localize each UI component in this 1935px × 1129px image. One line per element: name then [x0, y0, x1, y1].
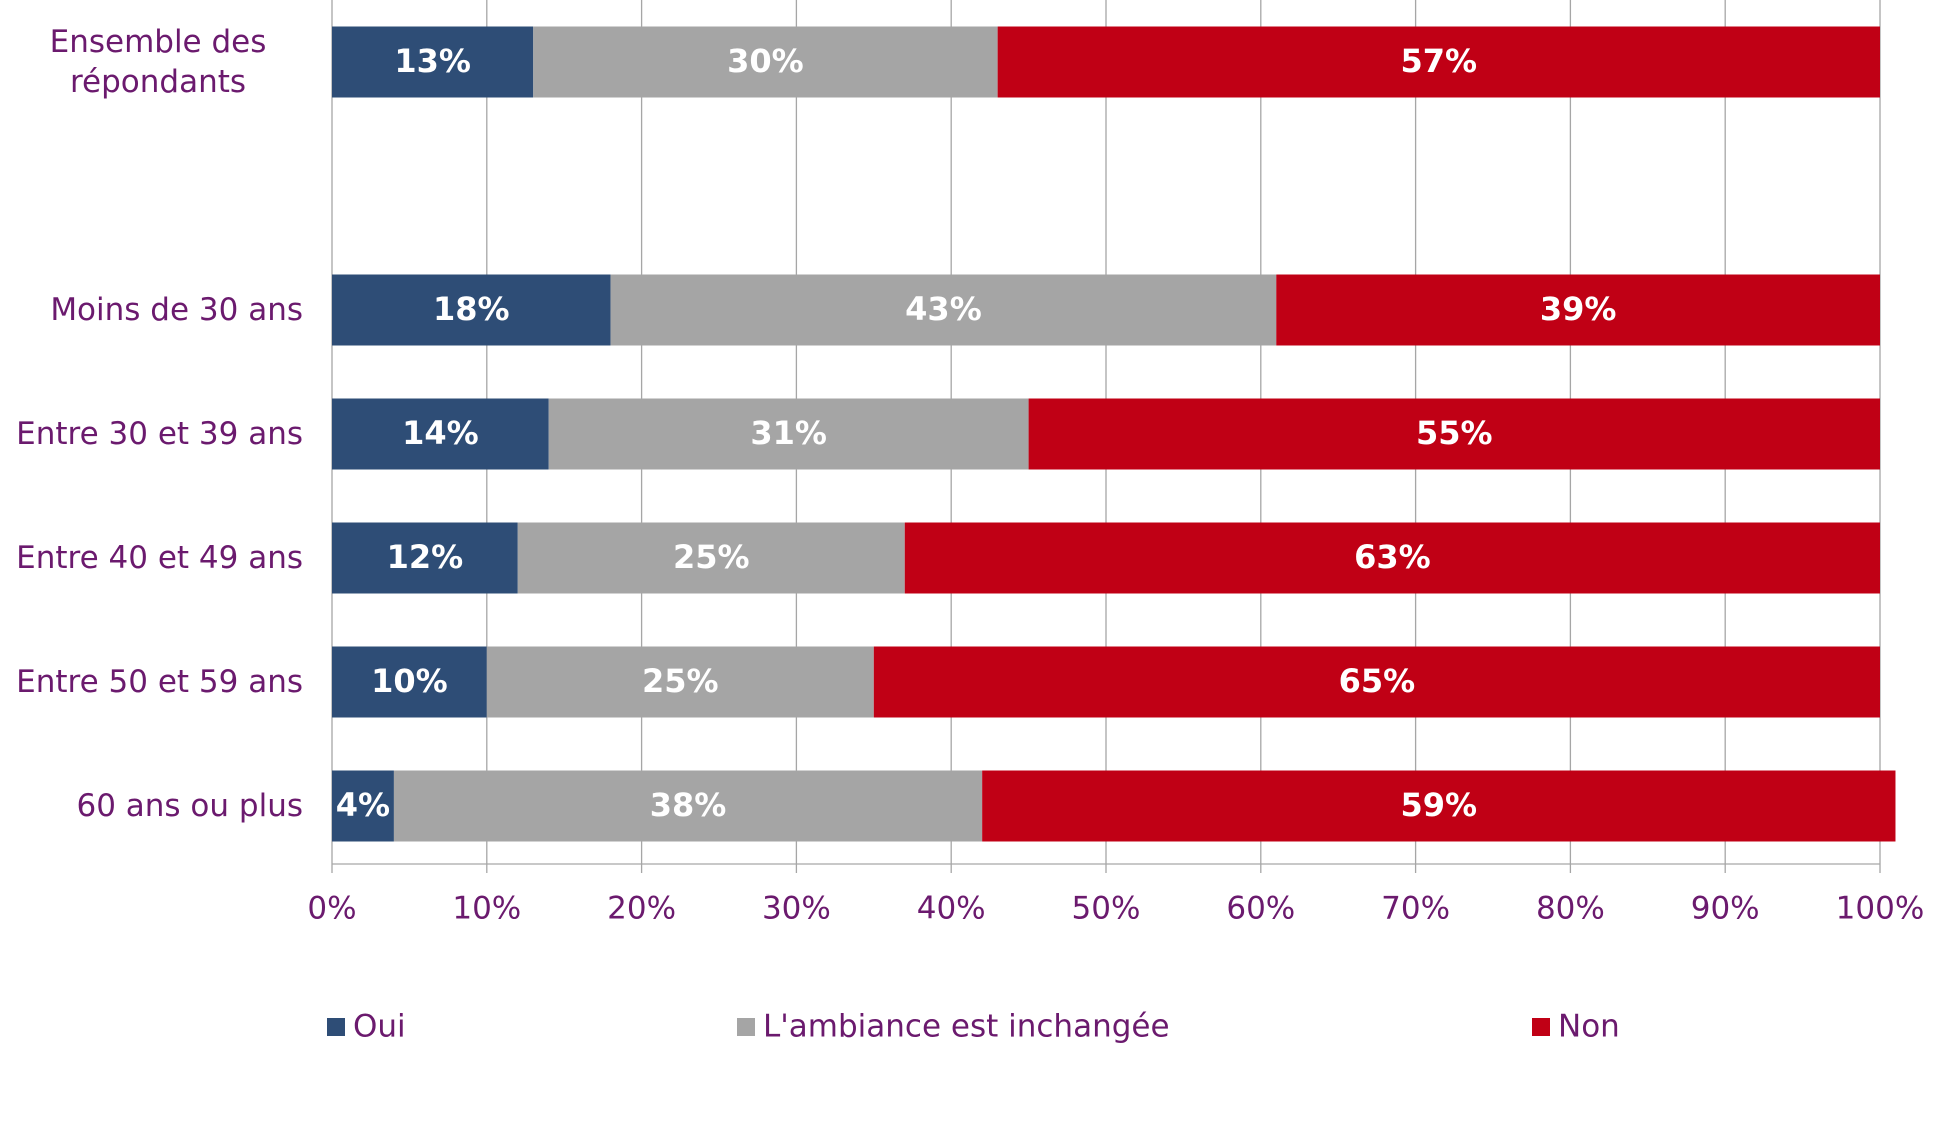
x-tick-label: 10%	[452, 891, 521, 927]
legend-label: L'ambiance est inchangée	[763, 1009, 1170, 1045]
bar-segment	[332, 770, 394, 842]
bar-segment	[904, 522, 1880, 594]
x-tick-label: 40%	[917, 891, 986, 927]
value-label: 55%	[1416, 414, 1493, 452]
x-tick-label: 100%	[1836, 891, 1925, 927]
value-label: 25%	[673, 538, 750, 576]
bar-segment	[332, 522, 518, 594]
bar-segment	[517, 522, 905, 594]
value-label: 59%	[1401, 786, 1478, 824]
y-tick-text: Ensemble des répondants	[49, 24, 267, 100]
legend-label: Oui	[353, 1009, 406, 1045]
bar-segment	[332, 398, 549, 470]
value-label: 12%	[387, 538, 464, 576]
x-tick-label: 0%	[307, 891, 356, 927]
value-label: 38%	[650, 786, 727, 824]
value-label: 57%	[1401, 42, 1478, 80]
y-tick-text: Entre 50 et 59 ans	[16, 664, 303, 700]
bar-segment	[332, 26, 534, 98]
value-label: 13%	[394, 42, 471, 80]
y-tick-text: 60 ans ou plus	[76, 788, 303, 824]
bar-segment	[997, 26, 1880, 98]
x-tick-label: 90%	[1691, 891, 1760, 927]
y-tick-text: Moins de 30 ans	[50, 292, 303, 328]
x-tick-label: 50%	[1072, 891, 1141, 927]
value-label: 63%	[1354, 538, 1431, 576]
x-tick-label: 30%	[762, 891, 831, 927]
y-tick-label: Ensemble des répondants	[13, 22, 303, 102]
y-tick-label: Entre 30 et 39 ans	[16, 414, 303, 454]
y-tick-label: Entre 40 et 49 ans	[16, 538, 303, 578]
bar-segment	[1028, 398, 1880, 470]
y-tick-label: Moins de 30 ans	[50, 290, 303, 330]
legend-swatch	[327, 1018, 345, 1036]
legend-label: Non	[1558, 1009, 1620, 1045]
x-tick-label: 60%	[1226, 891, 1295, 927]
bar-segment	[873, 646, 1880, 718]
legend-swatch	[737, 1018, 755, 1036]
bar-segment	[332, 274, 611, 346]
value-label: 25%	[642, 662, 719, 700]
value-label: 30%	[727, 42, 804, 80]
bar-segment	[548, 398, 1029, 470]
y-tick-label: 60 ans ou plus	[76, 786, 303, 826]
value-label: 4%	[336, 786, 390, 824]
bar-segment	[486, 646, 874, 718]
bar-segment	[610, 274, 1277, 346]
value-label: 31%	[750, 414, 827, 452]
bar-segment	[533, 26, 998, 98]
y-tick-text: Entre 30 et 39 ans	[16, 416, 303, 452]
value-label: 18%	[433, 290, 510, 328]
value-label: 39%	[1540, 290, 1617, 328]
value-label: 43%	[905, 290, 982, 328]
bar-segment	[332, 646, 487, 718]
value-label: 10%	[371, 662, 448, 700]
y-tick-label: Entre 50 et 59 ans	[16, 662, 303, 702]
bar-segment	[1276, 274, 1880, 346]
bar-segment	[393, 770, 983, 842]
x-tick-label: 70%	[1381, 891, 1450, 927]
value-label: 65%	[1339, 662, 1416, 700]
bar-segment	[982, 770, 1896, 842]
x-tick-label: 20%	[607, 891, 676, 927]
x-tick-label: 80%	[1536, 891, 1605, 927]
legend-swatch	[1532, 1018, 1550, 1036]
value-label: 14%	[402, 414, 479, 452]
y-tick-text: Entre 40 et 49 ans	[16, 540, 303, 576]
